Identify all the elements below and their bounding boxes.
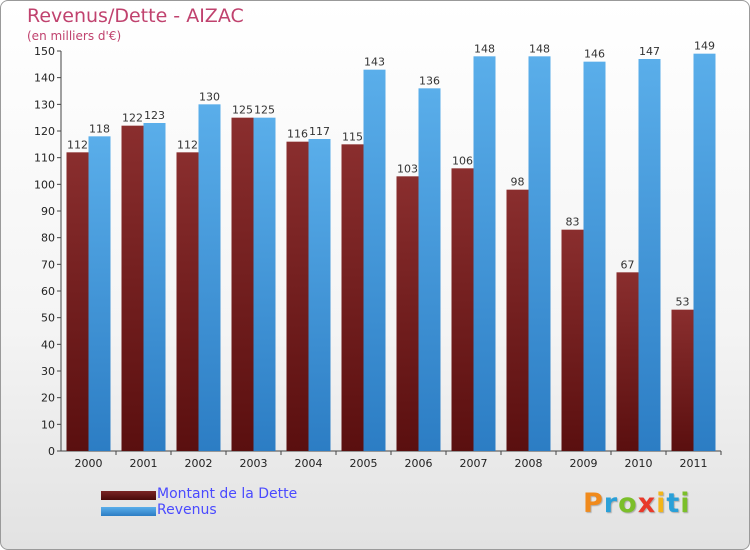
bar-revenus <box>693 53 716 452</box>
data-label-revenus: 143 <box>364 56 385 69</box>
logo-letter: i <box>680 488 691 519</box>
legend-swatch-revenus <box>101 507 156 516</box>
y-tick-label: 60 <box>41 285 55 298</box>
bar-dette <box>121 125 144 452</box>
legend-swatch-dette <box>101 491 156 500</box>
y-tick-label: 30 <box>41 365 55 378</box>
chart-subtitle: (en milliers d'€) <box>27 29 122 43</box>
data-label-revenus: 147 <box>639 45 660 58</box>
data-label-dette: 103 <box>397 162 418 175</box>
y-tick-label: 120 <box>34 125 55 138</box>
y-tick-label: 80 <box>41 232 55 245</box>
x-tick-label: 2008 <box>515 457 543 470</box>
x-tick-label: 2009 <box>570 457 598 470</box>
data-label-revenus: 136 <box>419 74 440 87</box>
data-label-dette: 83 <box>566 216 580 229</box>
data-label-revenus: 146 <box>584 48 605 61</box>
bar-revenus <box>528 56 551 451</box>
data-label-revenus: 117 <box>309 125 330 138</box>
x-tick-label: 2000 <box>75 457 103 470</box>
bar-revenus <box>143 123 166 451</box>
bar-revenus <box>473 56 496 451</box>
logo-letter: x <box>637 488 657 519</box>
x-tick-label: 2001 <box>130 457 158 470</box>
bar-revenus <box>583 61 606 452</box>
chart-bars <box>66 53 716 452</box>
logo-letter: i <box>656 488 667 519</box>
bar-revenus <box>88 136 111 452</box>
bar-revenus <box>308 139 331 451</box>
legend-label-dette: Montant de la Dette <box>157 486 298 502</box>
data-label-dette: 115 <box>342 130 363 143</box>
data-label-revenus: 148 <box>474 42 495 55</box>
bar-dette <box>176 152 199 452</box>
x-tick-label: 2004 <box>295 457 323 470</box>
y-tick-label: 10 <box>41 418 55 431</box>
data-label-revenus: 125 <box>254 104 275 117</box>
logo-letter: P <box>583 488 604 519</box>
bar-revenus <box>363 69 386 452</box>
bar-dette <box>286 141 309 451</box>
x-tick-label: 2003 <box>240 457 268 470</box>
logo-letter: r <box>603 488 619 519</box>
bar-dette <box>506 189 529 451</box>
y-tick-label: 20 <box>41 392 55 405</box>
bar-dette <box>561 229 584 451</box>
proxiti-logo: Proxiti <box>583 488 691 519</box>
data-label-dette: 106 <box>452 154 473 167</box>
data-label-dette: 98 <box>511 176 525 189</box>
y-tick-label: 140 <box>34 72 55 85</box>
data-label-dette: 112 <box>177 138 198 151</box>
bar-dette <box>616 272 639 451</box>
x-tick-label: 2002 <box>185 457 213 470</box>
data-label-revenus: 130 <box>199 90 220 103</box>
y-tick-label: 100 <box>34 178 55 191</box>
x-tick-label: 2005 <box>350 457 378 470</box>
legend-label-revenus: Revenus <box>157 502 217 518</box>
data-label-dette: 53 <box>676 296 690 309</box>
chart-axes: 0 10 20 30 40 50 60 70 80 90 100 110 120 130 140 150 200… <box>34 45 722 470</box>
data-label-dette: 116 <box>287 128 308 141</box>
bar-dette <box>66 152 89 452</box>
chart-title: Revenus/Dette - AIZAC <box>27 5 244 27</box>
logo-letter: o <box>618 488 638 519</box>
data-label-dette: 112 <box>67 138 88 151</box>
y-tick-label: 70 <box>41 258 55 271</box>
y-tick-label: 40 <box>41 338 55 351</box>
y-tick-label: 150 <box>34 45 55 58</box>
logo-letter: t <box>666 488 681 519</box>
x-tick-label: 2010 <box>625 457 653 470</box>
bar-dette <box>341 144 364 452</box>
bar-dette <box>451 168 474 452</box>
x-tick-label: 2006 <box>405 457 433 470</box>
y-tick-label: 130 <box>34 98 55 111</box>
bar-revenus <box>638 59 661 451</box>
data-label-revenus: 149 <box>694 40 715 53</box>
bar-dette <box>231 117 254 452</box>
y-tick-label: 50 <box>41 312 55 325</box>
y-tick-label: 0 <box>48 445 55 458</box>
bar-dette <box>671 309 694 451</box>
data-label-revenus: 123 <box>144 109 165 122</box>
data-label-dette: 125 <box>232 104 253 117</box>
data-label-dette: 67 <box>621 258 635 271</box>
y-tick-label: 110 <box>34 152 55 165</box>
data-label-revenus: 118 <box>89 122 110 135</box>
bar-revenus <box>253 117 276 452</box>
bar-revenus <box>198 104 221 451</box>
bar-dette <box>396 176 419 452</box>
x-tick-label: 2007 <box>460 457 488 470</box>
y-tick-label: 90 <box>41 205 55 218</box>
data-label-revenus: 148 <box>529 42 550 55</box>
bar-revenus <box>418 88 441 451</box>
data-label-dette: 122 <box>122 112 143 125</box>
x-tick-label: 2011 <box>680 457 708 470</box>
